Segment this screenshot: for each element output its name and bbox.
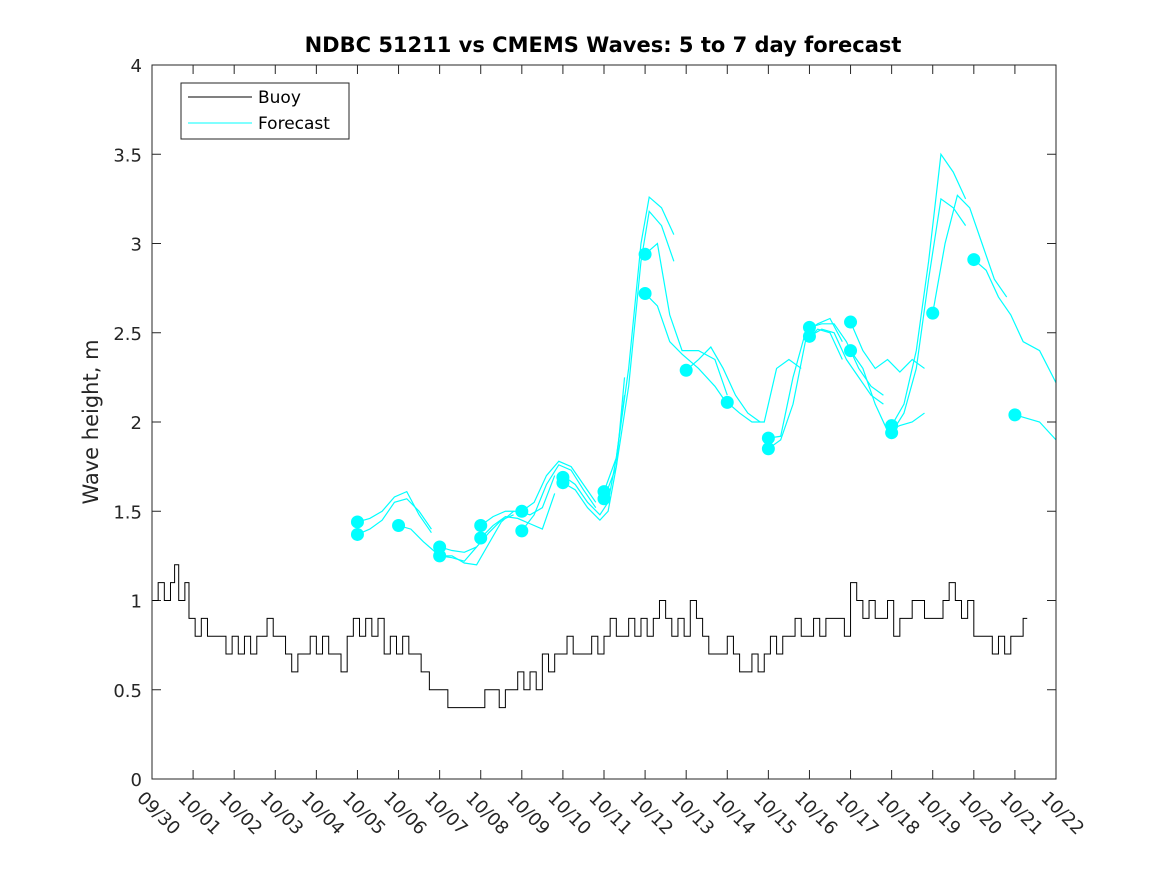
forecast-series-line: [685, 346, 761, 423]
y-tick-label: 4: [131, 56, 142, 77]
forecast-series-line: [891, 197, 967, 434]
forecast-series-line: [809, 323, 884, 396]
forecast-series-line: [480, 493, 556, 539]
legend-buoy-label: Buoy: [258, 88, 301, 108]
forecast-series-line: [644, 293, 728, 405]
forecast-marker: [350, 515, 364, 529]
axis-ticks: [151, 64, 1057, 780]
chart-title: NDBC 51211 vs CMEMS Waves: 5 to 7 day fo…: [305, 33, 902, 57]
forecast-marker: [433, 549, 447, 563]
forecast-marker: [844, 344, 858, 358]
forecast-marker: [679, 363, 693, 377]
forecast-marker: [761, 442, 775, 456]
forecast-series-line: [768, 328, 843, 450]
forecast-series-line: [603, 195, 675, 492]
forecast-marker: [885, 426, 899, 440]
forecast-series-line: [644, 242, 728, 396]
y-tick-label: 0.5: [113, 681, 142, 702]
buoy-series-line: [152, 564, 1028, 709]
legend: Buoy Forecast: [180, 82, 350, 140]
forecast-marker: [802, 329, 816, 343]
forecast-marker: [515, 524, 529, 538]
y-tick-label: 0: [131, 770, 142, 791]
forecast-marker: [802, 320, 816, 334]
forecast-series-line: [973, 259, 1057, 384]
legend-forecast-label: Forecast: [258, 114, 330, 134]
legend-box: [180, 82, 350, 140]
forecast-marker: [350, 527, 364, 541]
forecast-series-line: [357, 498, 432, 536]
y-tick-label: 3.5: [113, 145, 142, 166]
y-tick-label: 2.5: [113, 324, 142, 345]
forecast-marker: [556, 476, 570, 490]
forecast-marker: [392, 519, 406, 533]
forecast-marker: [844, 315, 858, 329]
forecast-series-line: [357, 490, 432, 534]
forecast-marker: [474, 531, 488, 545]
forecast-marker: [474, 519, 488, 533]
y-tick-labels: 0 0.5 1 1.5 2 2.5 3 3.5 4: [113, 56, 142, 791]
forecast-series-line: [891, 152, 967, 426]
forecast-marker: [1008, 408, 1022, 422]
forecast-series-line: [439, 510, 514, 566]
forecast-marker: [720, 395, 734, 409]
forecast-series-line: [932, 194, 1008, 314]
y-axis-label: Wave height, m: [79, 339, 103, 504]
forecast-marker: [638, 286, 652, 300]
forecast-marker: [967, 253, 981, 267]
forecast-series-line: [521, 464, 597, 532]
plot-frame: [151, 64, 1057, 780]
forecast-marker: [597, 492, 611, 506]
forecast-series-line: [726, 358, 802, 423]
y-tick-label: 1.5: [113, 502, 142, 523]
y-tick-label: 1: [131, 592, 142, 613]
plot-area: [152, 152, 1057, 709]
forecast-marker: [761, 431, 775, 445]
forecast-marker: [515, 504, 529, 518]
forecast-marker: [926, 306, 940, 320]
forecast-series-line: [603, 210, 675, 499]
y-tick-label: 2: [131, 413, 142, 434]
forecast-marker: [638, 247, 652, 261]
forecast-marker: [433, 540, 447, 554]
forecast-series-line: [809, 328, 884, 405]
y-tick-label: 3: [131, 235, 142, 256]
forecast-series-line: [849, 321, 925, 373]
forecast-series-line: [521, 460, 597, 512]
